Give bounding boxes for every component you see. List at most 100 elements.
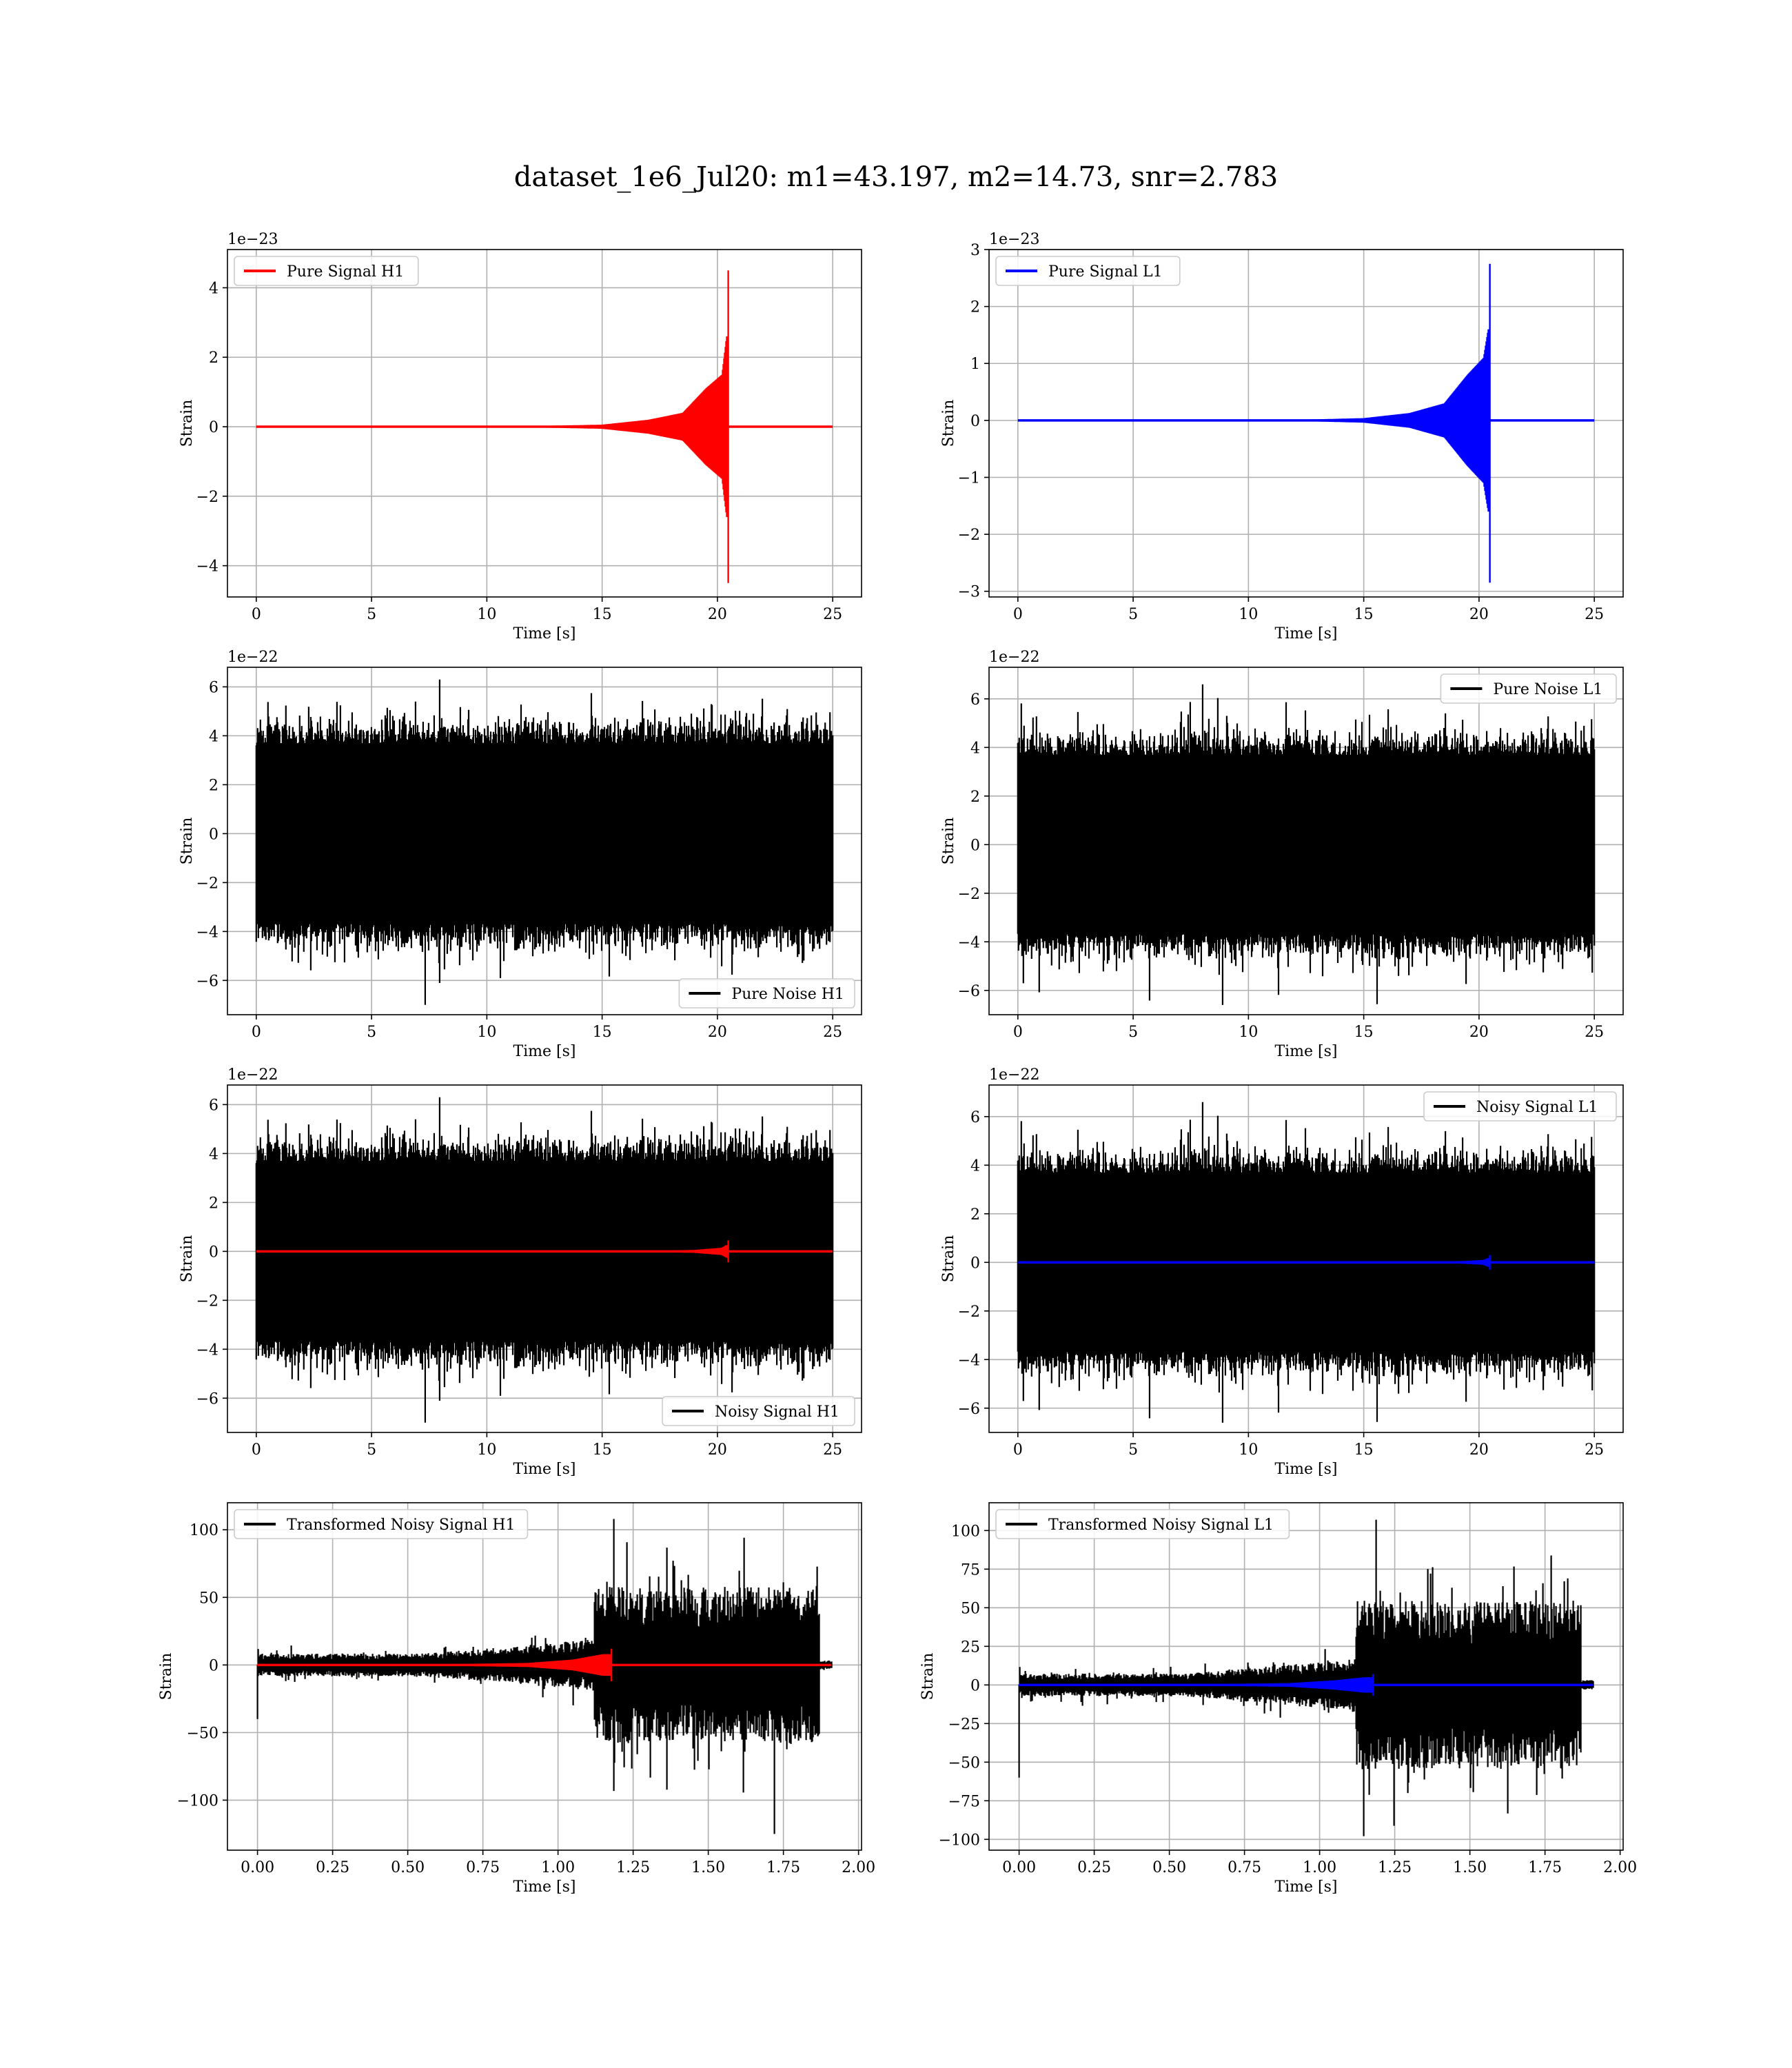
y-tick-label: 0 (970, 413, 980, 430)
x-tick-label: 20 (1469, 1024, 1489, 1041)
y-tick-label: 100 (190, 1522, 218, 1539)
y-axis-label: Strain (940, 818, 957, 865)
x-tick-label: 0.00 (1002, 1859, 1036, 1876)
legend: Transformed Noisy Signal L1 (995, 1509, 1290, 1539)
y-tick-label: 2 (970, 1206, 980, 1224)
y-tick-label: −3 (958, 584, 980, 601)
y-tick-label: −100 (177, 1792, 218, 1810)
legend-box (234, 256, 419, 286)
x-tick-label: 15 (1354, 606, 1374, 623)
x-tick-label: 1.00 (1303, 1859, 1336, 1876)
x-tick-label: 15 (593, 1441, 612, 1459)
x-tick-label: 25 (1585, 1024, 1604, 1041)
y-tick-label: 0 (209, 1244, 218, 1261)
signal-trace (1316, 1255, 1491, 1270)
legend-box (662, 1396, 855, 1426)
legend-label: Transformed Noisy Signal L1 (1048, 1517, 1274, 1534)
y-tick-label: −1 (958, 469, 980, 487)
noise-trace (1017, 684, 1596, 1005)
x-tick-label: 0.25 (1077, 1859, 1111, 1876)
x-tick-label: 5 (1128, 1024, 1138, 1041)
plot-area (989, 250, 1623, 597)
axes-frame (988, 1084, 1624, 1433)
x-tick-label: 5 (367, 606, 376, 623)
axes-frame (227, 1084, 862, 1433)
y-tick-label: 0 (970, 1677, 980, 1694)
x-tick-label: 20 (708, 606, 727, 623)
x-tick-label: 5 (367, 1024, 376, 1041)
y-tick-label: −75 (948, 1793, 980, 1810)
subplot-5: 0 5 10 15 20 25 −6 −4 −2 0 2 4 6 Time [s] Strain 1e−22 N… (179, 1066, 862, 1478)
y-axis-label: Strain (940, 400, 957, 447)
legend: Pure Signal L1 (995, 256, 1181, 286)
x-tick-label: 0.75 (1228, 1859, 1261, 1876)
x-tick-label: 20 (708, 1441, 727, 1459)
x-tick-label: 0 (1013, 606, 1023, 623)
y-tick-label: −6 (196, 973, 218, 990)
y-tick-label: −2 (958, 886, 980, 903)
x-tick-label: 0.75 (466, 1859, 500, 1876)
subplot-6: 0 5 10 15 20 25 −6 −4 −2 0 2 4 6 Time [s] Strain 1e−22 N… (940, 1066, 1624, 1478)
x-tick-label: 5 (367, 1441, 376, 1459)
legend-label: Noisy Signal H1 (715, 1403, 839, 1421)
y-tick-label: 0 (209, 826, 218, 843)
y-offset-label: 1e−23 (227, 231, 278, 248)
y-tick-label: 4 (209, 1146, 218, 1163)
series-layer (256, 270, 833, 583)
x-tick-label: 10 (1239, 606, 1258, 623)
y-tick-label: 75 (961, 1561, 980, 1579)
y-tick-label: 25 (961, 1639, 980, 1656)
x-tick-label: 25 (823, 606, 842, 623)
axes-frame (227, 1502, 862, 1851)
axes-frame (988, 249, 1624, 598)
y-tick-label: −50 (187, 1725, 218, 1742)
y-tick-label: 50 (199, 1590, 218, 1607)
x-axis-label: Time [s] (513, 1043, 576, 1060)
y-tick-label: 4 (209, 728, 218, 745)
y-tick-label: −4 (196, 1341, 218, 1359)
x-tick-label: 20 (1469, 606, 1489, 623)
x-tick-label: 0 (1013, 1441, 1023, 1459)
x-tick-label: 25 (823, 1441, 842, 1459)
y-offset-label: 1e−22 (227, 649, 278, 666)
subplot-7: 0.00 0.25 0.50 0.75 1.00 1.25 1.50 1.75 2.00 −100… (158, 1502, 875, 1896)
y-tick-label: 2 (209, 349, 218, 367)
legend-label: Transformed Noisy Signal H1 (287, 1517, 516, 1534)
x-tick-label: 1.00 (541, 1859, 575, 1876)
x-axis-label: Time [s] (513, 1878, 576, 1896)
x-tick-label: 25 (1585, 1441, 1604, 1459)
x-axis-label: Time [s] (513, 1461, 576, 1478)
x-tick-label: 20 (708, 1024, 727, 1041)
y-tick-label: −2 (958, 527, 980, 544)
y-tick-label: 100 (951, 1523, 980, 1540)
y-tick-label: 0 (970, 1255, 980, 1272)
signal-trace (555, 1240, 729, 1263)
y-tick-label: 6 (970, 1109, 980, 1126)
y-tick-label: 0 (209, 419, 218, 436)
signal-trace (256, 1648, 613, 1681)
y-tick-label: 2 (209, 777, 218, 794)
y-tick-label: −4 (196, 558, 218, 576)
y-tick-label: 3 (970, 242, 980, 259)
x-tick-label: 10 (1239, 1024, 1258, 1041)
y-tick-label: −4 (196, 924, 218, 941)
series-layer (1018, 1519, 1594, 1836)
x-tick-label: 1.50 (1453, 1859, 1487, 1876)
legend-box (995, 1509, 1290, 1539)
x-tick-label: 0.50 (1152, 1859, 1186, 1876)
legend-label: Pure Noise L1 (1493, 681, 1602, 698)
x-tick-label: 5 (1128, 606, 1138, 623)
x-axis-label: Time [s] (1274, 625, 1337, 642)
x-tick-label: 0 (1013, 1024, 1023, 1041)
x-tick-label: 10 (1239, 1441, 1258, 1459)
legend-box (234, 1509, 529, 1539)
y-tick-label: −2 (196, 1292, 218, 1310)
y-axis-label: Strain (158, 1653, 175, 1701)
y-tick-label: −4 (958, 1352, 980, 1369)
legend: Noisy Signal H1 (662, 1396, 855, 1426)
x-tick-label: 5 (1128, 1441, 1138, 1459)
series-layer (1017, 1102, 1596, 1423)
y-offset-label: 1e−23 (989, 231, 1039, 248)
subplot-1: 0 5 10 15 20 25 −4 −2 0 2 4 Time [s] Strain 1e−23 Pure… (179, 231, 862, 642)
